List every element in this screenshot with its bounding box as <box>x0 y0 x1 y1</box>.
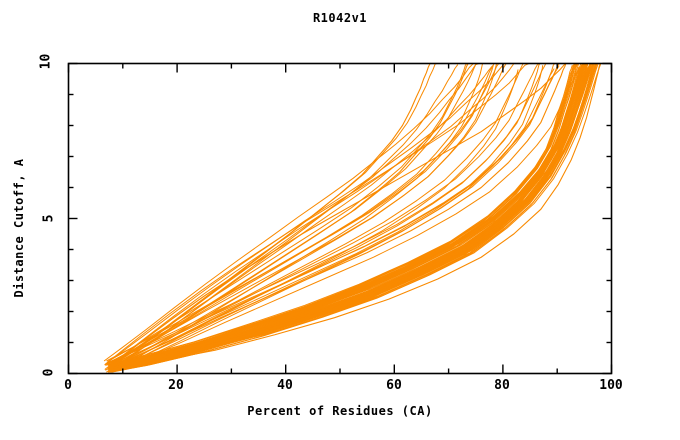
ytick-text-0: 0 <box>41 368 57 377</box>
series-curve <box>110 65 592 373</box>
series-curve <box>110 64 591 372</box>
x-axis-label: Percent of Residues (CA) <box>247 404 433 418</box>
series-curve <box>103 63 477 362</box>
series-curve <box>111 63 507 369</box>
series-curve <box>109 63 592 370</box>
series-curve <box>104 63 530 366</box>
series-curve <box>108 63 438 366</box>
series-curve <box>110 63 594 371</box>
y-axis-label: Distance Cutoff, A <box>12 158 26 298</box>
chart-title: R1042v1 <box>312 11 368 25</box>
series-curve <box>109 65 494 371</box>
xtick-label-0: 0 <box>64 378 72 393</box>
series-curve <box>111 67 581 373</box>
series-curve <box>104 63 514 370</box>
series-curve-model-lower-band <box>109 62 578 370</box>
series-curve <box>106 63 509 364</box>
ytick-text-1: 5 <box>41 214 57 223</box>
series-curve <box>110 63 479 365</box>
ytick-label-2: 10 <box>31 53 61 70</box>
series-curve <box>111 65 560 371</box>
series-curve <box>110 67 493 373</box>
series-curve <box>108 63 577 366</box>
series-curve-model-right-outlier-1 <box>110 62 595 371</box>
ytick-text-2: 10 <box>38 53 54 70</box>
ytick-label-0: 0 <box>34 365 64 380</box>
series-curve <box>109 63 524 369</box>
xtick-label-4: 80 <box>494 378 510 393</box>
series-curve <box>109 63 591 369</box>
series-curve <box>110 63 546 369</box>
xtick-label-5: 100 <box>599 378 623 393</box>
series-curve-model-right-outlier-2 <box>111 62 601 371</box>
series-curve <box>110 66 591 373</box>
xtick-label-1: 20 <box>168 378 184 393</box>
data-series-layer <box>103 62 602 373</box>
series-curve <box>112 63 594 370</box>
series-curve-model-upper-sparse-2 <box>108 62 469 368</box>
xtick-label-2: 40 <box>277 378 293 393</box>
xtick-label-3: 60 <box>386 378 402 393</box>
series-curve <box>112 63 602 372</box>
series-curve-model-main-band-median <box>108 62 567 369</box>
series-curve-model-left-outlier <box>107 62 566 370</box>
series-curve <box>111 63 599 370</box>
series-curve <box>107 63 576 366</box>
series-curve-model-upper-sparse-1 <box>107 62 431 368</box>
ytick-label-1: 5 <box>34 211 64 226</box>
series-curve <box>111 63 540 367</box>
series-curve <box>105 65 544 371</box>
axis-frame-layer <box>67 62 613 375</box>
series-curve <box>108 63 583 366</box>
